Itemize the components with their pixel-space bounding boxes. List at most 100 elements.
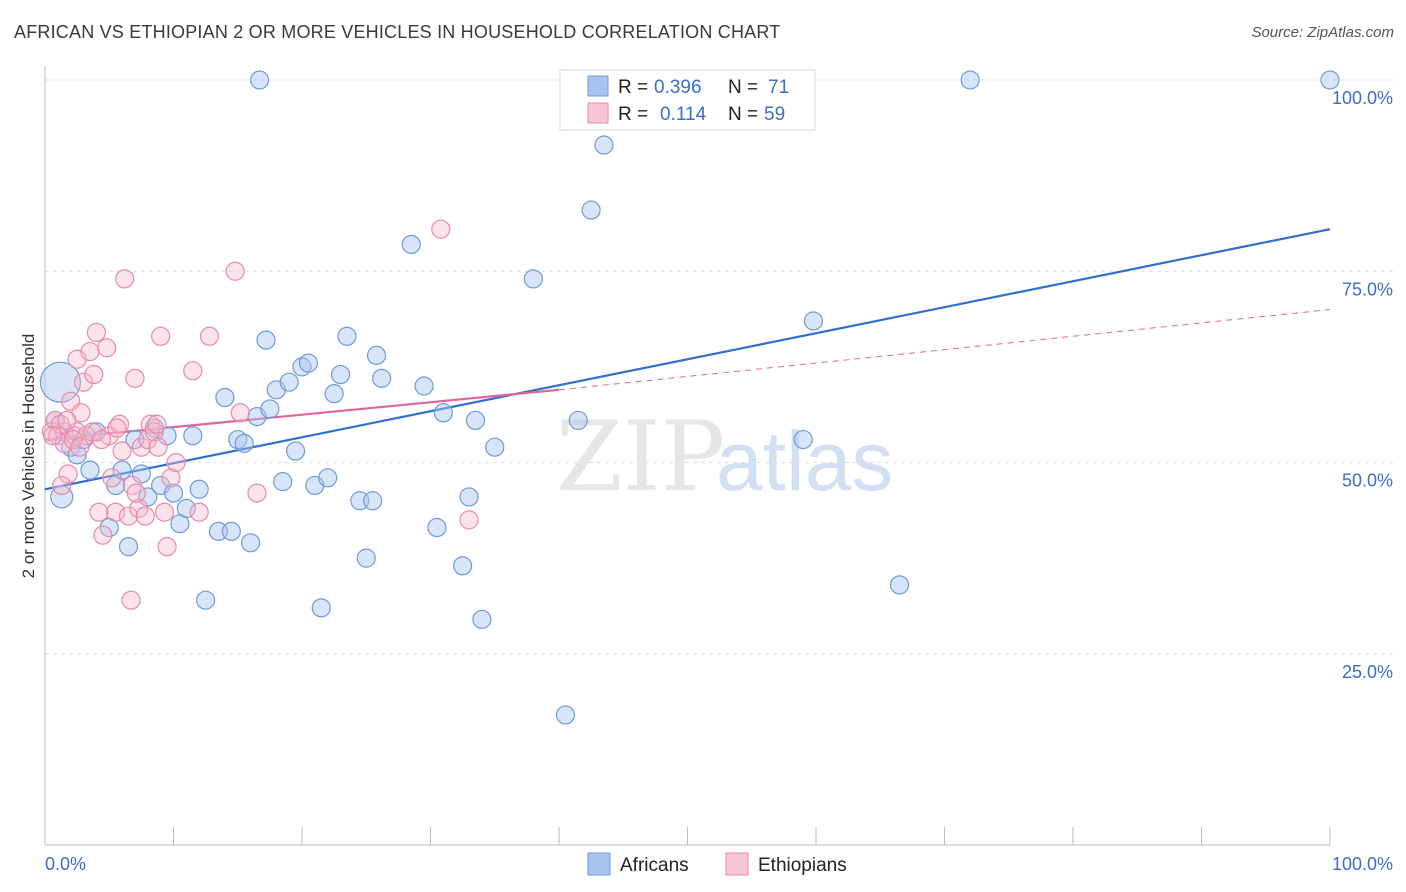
bottom-legend-label-ethiopians: Ethiopians [758,855,847,876]
point-africans [273,472,293,492]
point-africans [183,426,203,446]
point-africans [80,460,100,480]
point-ethiopians [121,590,141,610]
point-africans [433,403,453,423]
point-africans [889,575,910,595]
point-africans [196,590,216,610]
point-africans [594,135,614,155]
point-africans [793,429,813,450]
point-africans [960,70,980,90]
point-ethiopians [166,452,186,473]
point-ethiopians [115,269,135,289]
point-ethiopians [52,475,72,496]
legend-r-value-africans: 0.396 [654,77,702,98]
point-ethiopians [84,364,104,385]
point-ethiopians [107,418,127,438]
legend-r-label-africans: R = [618,77,648,98]
x-tick-label: 100.0% [1332,854,1393,874]
chart-title: AFRICAN VS ETHIOPIAN 2 OR MORE VEHICLES … [14,22,781,42]
point-africans [363,491,383,511]
bottom-legend-swatch-africans [587,852,611,876]
point-ethiopians [154,502,175,522]
y-tick-label: 100.0% [1332,88,1393,108]
legend-n-label-africans: N = [728,77,758,98]
point-ethiopians [58,464,78,484]
point-ethiopians [199,326,220,346]
point-africans [215,387,235,408]
point-ethiopians [118,506,139,526]
trend-line-africans [44,228,1331,491]
point-africans [414,376,434,396]
point-africans [249,70,270,90]
point-africans [118,537,139,557]
point-ethiopians [57,410,77,431]
point-africans [112,460,132,480]
data-points [39,70,1340,725]
point-africans [472,609,492,629]
watermark-atlas: atlas [716,414,893,508]
point-africans [279,372,299,392]
trend-line-ethiopians-extended [558,309,1331,391]
grid-lines [45,79,1395,655]
point-africans [189,479,209,499]
point-ethiopians [183,361,203,381]
point-ethiopians [148,437,168,457]
point-africans [234,433,254,453]
point-africans [366,345,387,365]
y-tick-label: 75.0% [1342,279,1393,299]
point-africans [260,399,280,419]
point-ethiopians [43,426,63,446]
point-ethiopians [80,341,100,362]
legend-swatch-ethiopians [587,102,609,124]
legend-r-value-ethiopians: 0.114 [660,104,707,125]
point-africans [311,598,331,618]
x-tick-labels: 0.0% 100.0% [45,854,1393,874]
point-africans [803,311,824,331]
point-africans [221,521,241,541]
point-africans [256,330,276,350]
watermark-zip: ZIP [556,401,725,513]
point-africans [241,533,261,553]
bottom-legend: Africans Ethiopians [587,852,847,876]
legend-n-value-ethiopians: 59 [764,104,785,125]
y-tick-label: 25.0% [1342,662,1393,682]
point-ethiopians [63,429,83,450]
point-africans [176,498,196,518]
point-ethiopians [431,219,451,239]
point-africans [337,326,357,346]
legend-n-value-africans: 71 [768,77,789,98]
point-africans [356,548,376,568]
legend: R = 0.396 N = 71 R = 0.114 N = 59 [559,69,816,131]
point-ethiopians [129,498,149,518]
point-ethiopians [73,372,94,392]
point-ethiopians [112,441,132,461]
point-ethiopians [48,426,68,446]
y-axis-label: 2 or more Vehicles in Household [19,334,38,579]
point-africans [581,200,601,220]
bottom-legend-label-africans: Africans [620,855,689,876]
point-africans [318,468,338,488]
point-ethiopians [144,422,164,442]
point-africans [459,487,479,507]
point-ethiopians [89,502,109,522]
point-ethiopians [93,525,113,545]
point-ethiopians [147,414,167,434]
point-ethiopians [138,429,158,450]
watermark: ZIP atlas [556,401,893,513]
point-africans [465,410,486,431]
legend-swatch-africans [587,75,609,97]
point-africans [163,483,184,503]
point-ethiopians [45,410,65,431]
point-ethiopians [135,506,155,526]
point-africans [285,441,306,461]
y-tick-labels: 25.0% 50.0% 75.0% 100.0% [1332,88,1393,682]
point-africans [568,410,588,431]
point-ethiopians [459,510,479,530]
point-africans [427,517,447,538]
point-africans [298,353,319,373]
point-ethiopians [102,468,122,488]
point-ethiopians [97,338,117,358]
point-ethiopians [225,261,245,281]
legend-r-label-ethiopians: R = [618,104,648,125]
